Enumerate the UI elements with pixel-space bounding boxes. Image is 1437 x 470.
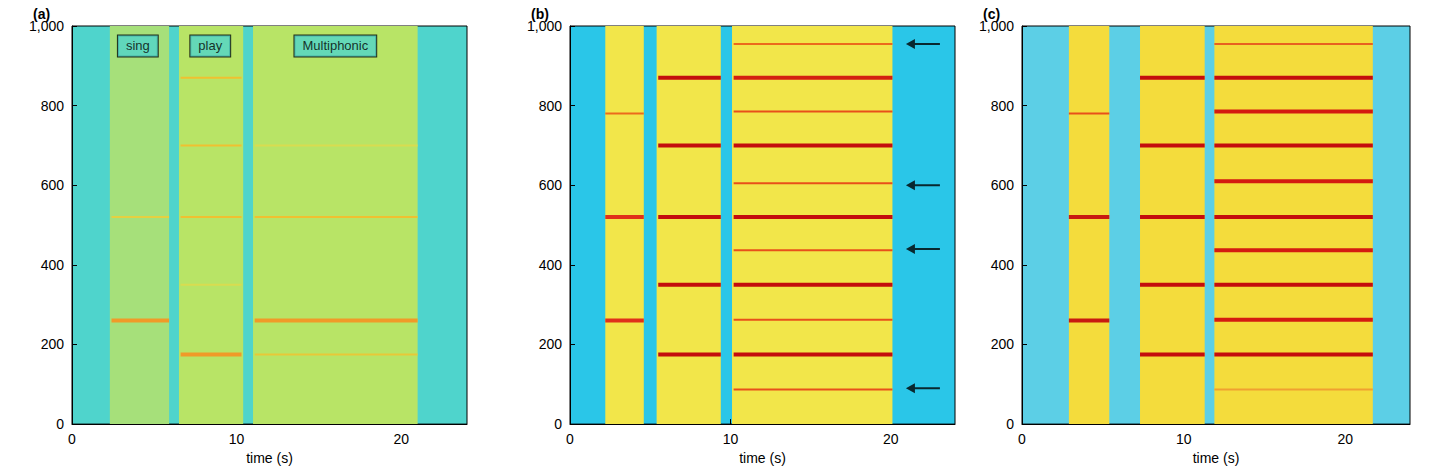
- svg-text:400: 400: [991, 257, 1015, 273]
- svg-text:20: 20: [393, 431, 409, 447]
- svg-text:800: 800: [991, 98, 1015, 114]
- svg-text:Multiphonic: Multiphonic: [302, 38, 368, 53]
- svg-text:time (s): time (s): [246, 450, 293, 466]
- svg-text:10: 10: [229, 431, 245, 447]
- svg-text:600: 600: [41, 177, 65, 193]
- svg-text:1,000: 1,000: [527, 18, 562, 34]
- svg-text:sing: sing: [126, 38, 150, 53]
- svg-text:0: 0: [566, 431, 574, 447]
- svg-text:(a): (a): [33, 6, 50, 22]
- svg-text:20: 20: [883, 431, 899, 447]
- svg-text:(b): (b): [531, 6, 549, 22]
- svg-text:0: 0: [1006, 416, 1014, 432]
- svg-text:1,000: 1,000: [979, 18, 1014, 34]
- svg-text:600: 600: [991, 177, 1015, 193]
- svg-text:0: 0: [56, 416, 64, 432]
- svg-text:400: 400: [539, 257, 563, 273]
- svg-text:800: 800: [539, 98, 563, 114]
- svg-text:0: 0: [68, 431, 76, 447]
- svg-text:20: 20: [1338, 431, 1354, 447]
- svg-text:time (s): time (s): [739, 450, 786, 466]
- svg-text:play: play: [198, 38, 222, 53]
- svg-text:200: 200: [41, 336, 65, 352]
- svg-text:10: 10: [1176, 431, 1192, 447]
- svg-text:1,000: 1,000: [29, 18, 64, 34]
- svg-text:800: 800: [41, 98, 65, 114]
- svg-text:10: 10: [723, 431, 739, 447]
- svg-text:time (s): time (s): [1193, 450, 1240, 466]
- svg-text:(c): (c): [983, 6, 1000, 22]
- svg-text:600: 600: [539, 177, 563, 193]
- svg-text:200: 200: [991, 336, 1015, 352]
- svg-text:0: 0: [554, 416, 562, 432]
- svg-text:400: 400: [41, 257, 65, 273]
- svg-text:0: 0: [1018, 431, 1026, 447]
- svg-text:200: 200: [539, 336, 563, 352]
